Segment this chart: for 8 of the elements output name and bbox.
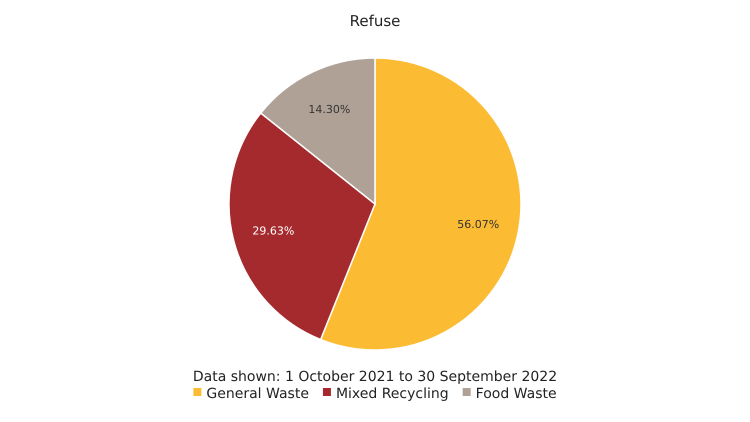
text: Data shown: 1 October 2021 to 30 September 2022 xyxy=(192,369,558,385)
data-label: 14.30% xyxy=(308,103,350,116)
chart-title: Refuse xyxy=(350,12,400,30)
legend-label: Mixed Recycling xyxy=(336,386,449,402)
legend-label: Food Waste xyxy=(476,386,557,402)
legend-label: General Waste xyxy=(206,386,309,402)
data-label: 56.07% xyxy=(457,218,500,231)
data-label: 29.63% xyxy=(252,224,294,238)
